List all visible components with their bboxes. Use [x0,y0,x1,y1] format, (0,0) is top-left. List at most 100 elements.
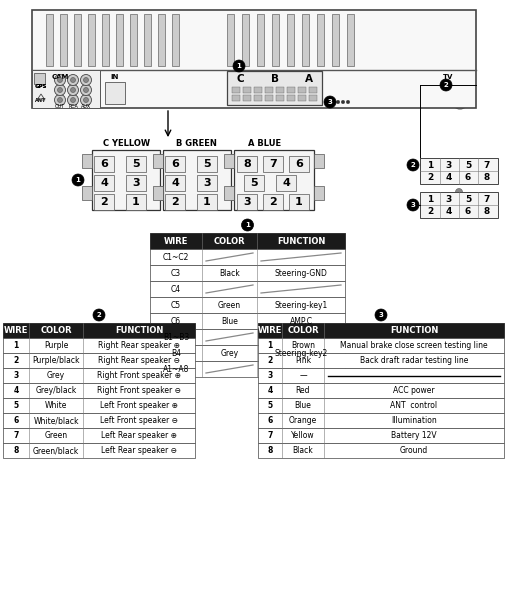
Circle shape [54,85,66,95]
Text: 6: 6 [267,416,273,425]
Bar [231,186,241,200]
Bar [32,70,100,108]
Text: —: — [299,371,307,380]
Bar [102,14,109,66]
Bar [232,87,240,93]
Bar [258,428,504,443]
Circle shape [465,23,475,33]
Bar [258,338,504,353]
Text: 3: 3 [378,312,384,318]
Text: COLOR: COLOR [287,326,319,335]
Text: FUNCTION: FUNCTION [115,326,163,335]
Circle shape [71,97,76,103]
Text: WIRE: WIRE [258,326,282,335]
Text: 1: 1 [267,341,273,350]
Bar [298,87,306,93]
Bar [126,194,146,210]
Bar [420,158,498,184]
Bar [3,443,195,458]
Circle shape [80,85,91,95]
Text: C5: C5 [171,301,181,310]
Circle shape [71,88,76,92]
Text: 1: 1 [132,197,140,207]
Circle shape [72,174,84,186]
Bar [237,194,257,210]
Circle shape [83,77,88,82]
Bar [165,194,185,210]
Text: Purple/black: Purple/black [32,356,80,365]
Text: Back draft radar testing line: Back draft radar testing line [360,356,468,365]
Bar [314,186,324,200]
Bar [263,156,283,172]
Text: Green/black: Green/black [33,446,79,455]
Text: 6: 6 [465,173,471,181]
Text: 2: 2 [13,356,19,365]
Circle shape [375,309,387,321]
Bar [224,186,234,200]
Text: 4: 4 [100,178,108,188]
Text: 8: 8 [484,206,490,215]
Text: 3: 3 [446,194,452,203]
Text: Steering-GND: Steering-GND [274,269,328,277]
Bar [158,14,165,66]
Bar [287,87,295,93]
Bar [298,95,306,101]
Text: 2: 2 [267,356,273,365]
Circle shape [34,79,48,93]
Text: 3: 3 [446,160,452,169]
Text: 3: 3 [243,197,251,207]
Text: Green: Green [218,301,241,310]
Bar [150,281,345,297]
Circle shape [80,74,91,85]
Text: B GREEN: B GREEN [176,139,216,148]
Text: 4: 4 [13,386,19,395]
Circle shape [57,97,62,103]
Bar [150,249,345,265]
Bar [232,95,240,101]
Bar [150,297,345,313]
Bar [244,175,264,191]
Circle shape [456,188,462,196]
Text: A: A [305,74,313,84]
Text: 1: 1 [237,63,241,69]
Text: C4: C4 [171,284,181,293]
Text: White/black: White/black [33,416,79,425]
Circle shape [68,85,79,95]
Text: Grey: Grey [220,349,239,358]
Bar [254,95,262,101]
Circle shape [456,79,464,87]
Text: 2: 2 [97,312,102,318]
Circle shape [341,100,345,104]
Text: 6: 6 [171,159,179,169]
Bar [309,87,317,93]
Bar [243,87,251,93]
Text: WIRE: WIRE [4,326,28,335]
Text: 7: 7 [269,159,277,169]
Text: Ground: Ground [400,446,428,455]
Text: Blue: Blue [221,317,238,325]
Bar [160,186,170,200]
Bar [272,14,279,66]
Text: 5: 5 [250,178,258,188]
Text: Black: Black [293,446,313,455]
Circle shape [83,97,88,103]
Bar [420,192,498,218]
Text: 2: 2 [427,173,433,181]
Circle shape [440,79,452,91]
Text: 6: 6 [295,159,303,169]
Bar [258,413,504,428]
Bar [258,323,504,338]
Bar [144,14,151,66]
Text: Steering-key2: Steering-key2 [274,349,328,358]
Circle shape [241,219,253,231]
Text: C6: C6 [171,317,181,325]
Text: GPS: GPS [36,83,47,88]
Bar [126,175,146,191]
Text: 3: 3 [410,202,416,208]
Bar [165,175,185,191]
Text: 3: 3 [267,371,273,380]
Text: 1: 1 [427,194,433,203]
Text: 2: 2 [410,162,416,168]
Circle shape [83,88,88,92]
Text: B1~B3: B1~B3 [163,332,189,341]
